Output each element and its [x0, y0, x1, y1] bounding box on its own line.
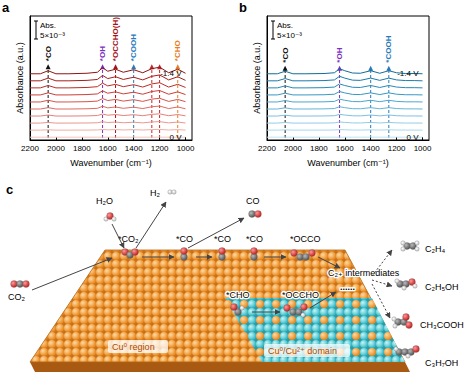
svg-text:CH₃COOH: CH₃COOH: [420, 320, 464, 330]
svg-text:*CHO: *CHO: [226, 290, 250, 300]
svg-text:1000: 1000: [414, 144, 432, 153]
svg-text:C₂H₄: C₂H₄: [425, 244, 445, 254]
svg-text:*CO₂: *CO₂: [118, 234, 139, 244]
svg-text:0 V: 0 V: [170, 133, 183, 142]
svg-text:CO₂: CO₂: [8, 292, 26, 302]
svg-text:Wavenumber (cm⁻¹): Wavenumber (cm⁻¹): [70, 158, 151, 168]
svg-text:*OCCO: *OCCO: [290, 234, 321, 244]
svg-text:CO: CO: [246, 196, 260, 206]
svg-text:Abs.: Abs.: [277, 21, 293, 30]
svg-text:Wavenumber (cm⁻¹): Wavenumber (cm⁻¹): [307, 158, 388, 168]
svg-text:*CO: *CO: [281, 48, 290, 63]
svg-text:*CO: *CO: [246, 234, 263, 244]
svg-text:C₂H₅OH: C₂H₅OH: [425, 282, 459, 292]
svg-text:*CO: *CO: [44, 46, 53, 61]
svg-text:*OCCHO: *OCCHO: [282, 290, 319, 300]
svg-text:b: b: [239, 0, 247, 15]
svg-text:Absorbance (a.u.): Absorbance (a.u.): [15, 42, 25, 114]
svg-text:-1.4 V: -1.4 V: [160, 69, 182, 78]
svg-text:*OCCHO(H): *OCCHO(H): [111, 17, 120, 61]
svg-text:C₃H₇OH: C₃H₇OH: [425, 358, 458, 368]
svg-text:1600: 1600: [99, 144, 117, 153]
svg-text:*COOH: *COOH: [129, 34, 138, 61]
svg-text:H₂O: H₂O: [96, 196, 113, 206]
svg-text:1000: 1000: [177, 144, 195, 153]
svg-text:*CO: *CO: [176, 234, 193, 244]
svg-text:2000: 2000: [47, 144, 65, 153]
svg-text:c: c: [6, 182, 13, 197]
svg-text:5×10⁻³: 5×10⁻³: [40, 31, 65, 40]
svg-text:2000: 2000: [284, 144, 302, 153]
svg-text:C₂₊ intermediates: C₂₊ intermediates: [328, 268, 400, 278]
svg-text:1400: 1400: [362, 144, 380, 153]
svg-text:0 V: 0 V: [407, 133, 420, 142]
svg-text:*OH: *OH: [335, 47, 344, 62]
svg-text:5×10⁻³: 5×10⁻³: [277, 31, 302, 40]
svg-text:*OH: *OH: [98, 46, 107, 61]
svg-text:1600: 1600: [336, 144, 354, 153]
svg-text:a: a: [2, 0, 10, 15]
svg-text:1200: 1200: [388, 144, 406, 153]
svg-text:Cu⁰ region: Cu⁰ region: [112, 342, 155, 352]
svg-text:Cu⁰/Cu²⁺ domain: Cu⁰/Cu²⁺ domain: [268, 346, 337, 356]
svg-text:Absorbance (a.u.): Absorbance (a.u.): [252, 42, 262, 114]
svg-text:1400: 1400: [125, 144, 143, 153]
svg-text:*COOH: *COOH: [384, 35, 393, 62]
svg-text:1200: 1200: [151, 144, 169, 153]
svg-text:1800: 1800: [73, 144, 91, 153]
svg-text:*CHO: *CHO: [173, 40, 182, 61]
svg-text:*CO: *CO: [214, 234, 231, 244]
svg-text:......: ......: [340, 282, 355, 292]
svg-text:2200: 2200: [21, 144, 39, 153]
svg-text:-1.4 V: -1.4 V: [397, 69, 419, 78]
svg-text:Abs.: Abs.: [40, 21, 56, 30]
svg-text:H₂: H₂: [150, 188, 160, 198]
svg-text:2200: 2200: [258, 144, 276, 153]
svg-text:1800: 1800: [310, 144, 328, 153]
